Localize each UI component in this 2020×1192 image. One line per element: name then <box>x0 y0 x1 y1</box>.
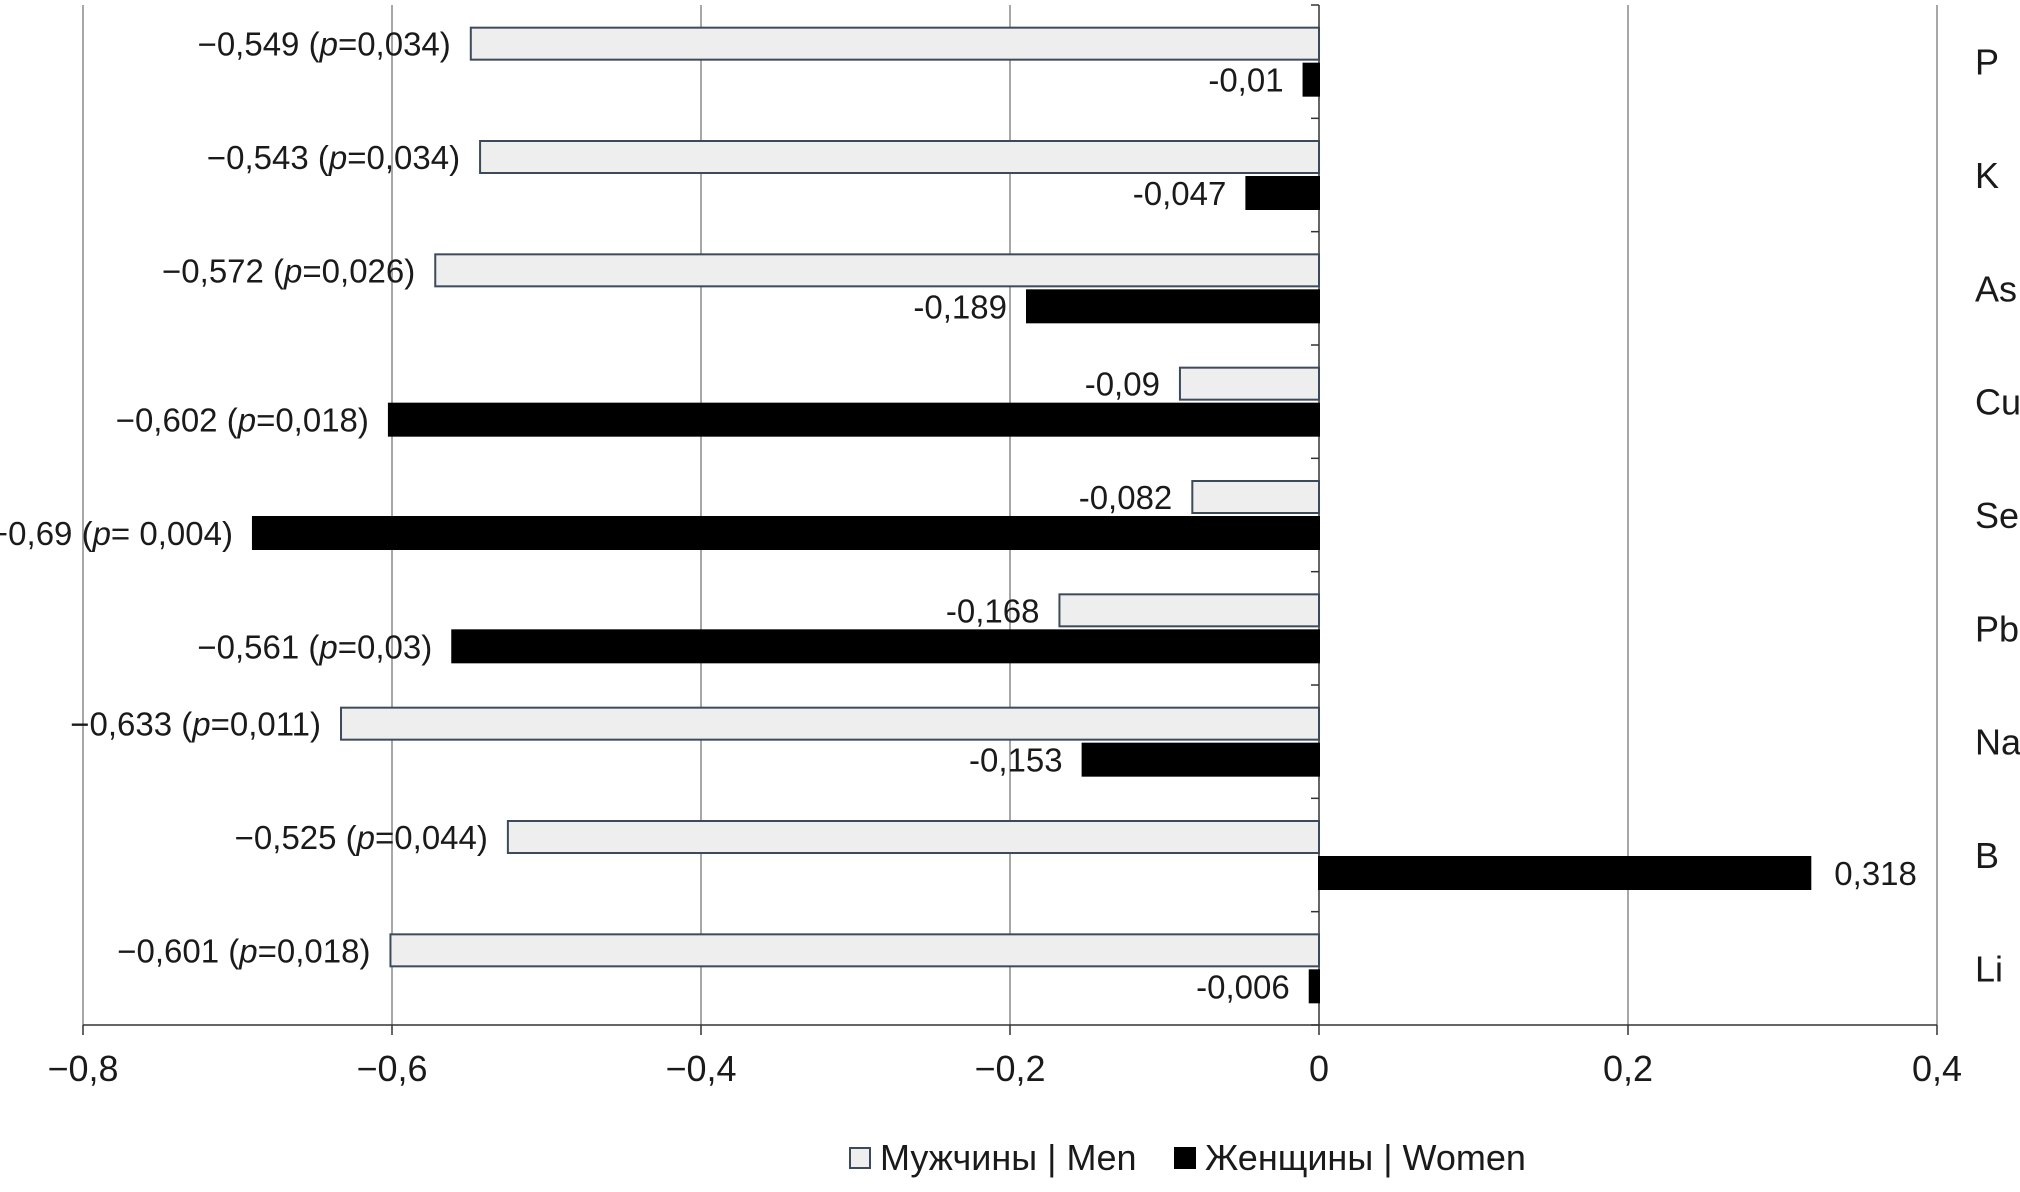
bar-men <box>389 933 1320 968</box>
data-label-men: -0,168 <box>946 592 1040 629</box>
x-tick-label: −0,4 <box>665 1048 736 1089</box>
data-label-women: −0,69 (p= 0,004) <box>0 515 233 552</box>
data-labels: −0,549 (p=0,034) -0,01 −0,543 (p=0,034) -0,… <box>0 26 1917 1006</box>
data-label-women: -0,047 <box>1133 175 1227 212</box>
bar-women <box>1318 856 1812 890</box>
bar-men <box>1058 593 1320 628</box>
bar-women <box>1025 289 1320 324</box>
bar-men <box>1178 366 1320 401</box>
x-tick-label: −0,6 <box>356 1048 427 1089</box>
data-label-men: −0,633 (p=0,011) <box>70 706 321 743</box>
bar-men <box>340 706 1320 741</box>
bar-men <box>469 26 1321 61</box>
bar-men <box>1191 480 1321 514</box>
x-tick-label: 0 <box>1309 1048 1329 1089</box>
category-label: Cu <box>1975 382 2020 423</box>
data-label-men: −0,549 (p=0,034) <box>198 26 451 63</box>
bar-women <box>1302 62 1321 97</box>
bar-women <box>1308 969 1320 1004</box>
bar-men <box>506 820 1320 854</box>
legend: Мужчины | Men Женщины | Women <box>849 1137 1526 1178</box>
data-label-women: −0,561 (p=0,03) <box>197 628 432 665</box>
bar-women <box>451 629 1320 664</box>
category-label: Se <box>1975 495 2019 536</box>
bar-women <box>1245 176 1321 210</box>
data-label-men: -0,082 <box>1079 479 1173 516</box>
data-label-men: −0,543 (p=0,034) <box>207 139 460 176</box>
bar-women <box>1081 742 1320 777</box>
grid-lines <box>82 5 1938 1025</box>
data-label-women: -0,189 <box>913 288 1007 325</box>
category-label: B <box>1975 835 1999 876</box>
data-label-women: -0,01 <box>1208 62 1283 99</box>
data-label-women: -0,006 <box>1196 968 1290 1005</box>
axes: −0,8 −0,6 −0,4 −0,2 0 0,2 0,4 <box>47 4 1962 1089</box>
data-label-women: −0,602 (p=0,018) <box>116 402 369 439</box>
x-tick-label: −0,2 <box>974 1048 1045 1089</box>
legend-label-men: Мужчины | Men <box>880 1137 1136 1178</box>
category-label: Na <box>1975 722 2020 763</box>
category-label: P <box>1975 42 1999 83</box>
legend-label-women: Женщины | Women <box>1205 1137 1526 1178</box>
bars <box>251 26 1812 1004</box>
category-label: Li <box>1975 948 2003 989</box>
data-label-women: -0,153 <box>969 742 1063 779</box>
x-tick-label: 0,2 <box>1603 1048 1653 1089</box>
bar-women <box>387 402 1321 437</box>
data-label-men: -0,09 <box>1085 366 1160 403</box>
legend-swatch-men <box>849 1147 871 1169</box>
category-labels: P K As Cu Se Pb Na B Li <box>1975 42 2020 990</box>
category-label: As <box>1975 268 2017 309</box>
bar-men <box>479 140 1320 174</box>
bar-men <box>434 253 1320 288</box>
category-label: Pb <box>1975 608 2019 649</box>
bar-women <box>251 516 1321 550</box>
data-label-women: 0,318 <box>1834 855 1917 892</box>
x-tick-label: −0,8 <box>47 1048 118 1089</box>
legend-swatch-women <box>1174 1147 1196 1169</box>
data-label-men: −0,572 (p=0,026) <box>162 252 415 289</box>
category-label: K <box>1975 155 1999 196</box>
data-label-men: −0,601 (p=0,018) <box>117 932 370 969</box>
data-label-men: −0,525 (p=0,044) <box>235 819 488 856</box>
x-tick-label: 0,4 <box>1912 1048 1962 1089</box>
